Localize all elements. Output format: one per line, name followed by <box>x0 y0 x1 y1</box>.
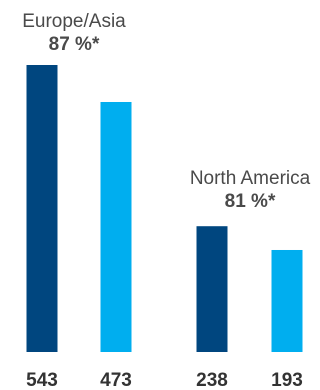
value-label-europe-asia-1: 543 <box>26 370 58 390</box>
bar-europe-asia-1 <box>26 65 58 352</box>
group-title-europe-asia: Europe/Asia <box>22 11 126 32</box>
value-label-north-america-1: 238 <box>196 370 228 390</box>
value-label-north-america-2: 193 <box>271 370 303 390</box>
value-label-europe-asia-2: 473 <box>100 370 132 390</box>
bar-north-america-2 <box>271 249 303 352</box>
bars-layer <box>26 65 303 352</box>
group-percent-europe-asia: 87 %* <box>49 34 100 55</box>
group-title-north-america: North America <box>190 168 311 189</box>
bar-north-america-1 <box>196 226 228 352</box>
bar-europe-asia-2 <box>100 101 132 352</box>
group-percent-north-america: 81 %* <box>225 191 276 212</box>
